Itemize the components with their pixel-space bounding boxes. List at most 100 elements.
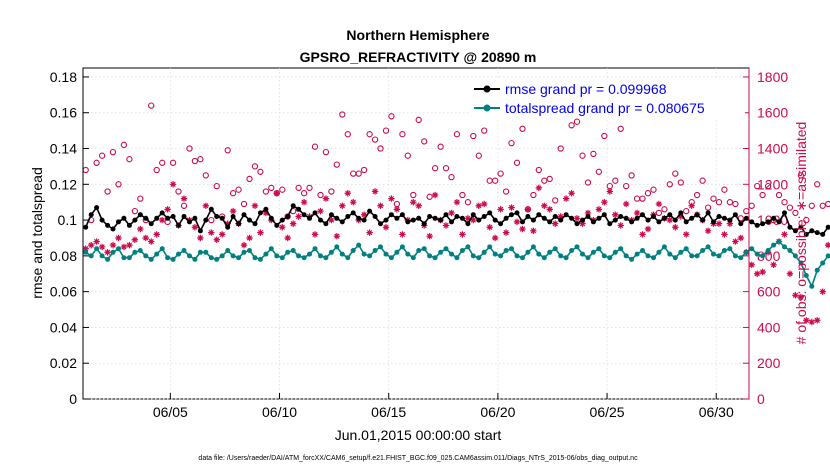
totalspread-point	[459, 248, 465, 253]
rmse-point	[94, 205, 100, 211]
totalspread-point	[711, 251, 716, 257]
totalspread-point	[176, 251, 181, 257]
rmse-point	[345, 214, 351, 219]
obs-possible-point	[311, 143, 319, 150]
rmse-point	[236, 221, 242, 227]
obs-possible-point	[546, 175, 553, 183]
rmse-point	[203, 217, 209, 223]
obs-assimilated-point	[164, 206, 171, 213]
totalspread-point	[334, 244, 340, 250]
obs-assimilated-point	[93, 238, 100, 245]
rmse-point	[492, 217, 498, 223]
rmse-point	[754, 222, 760, 228]
rmse-point	[814, 230, 820, 236]
totalspread-point	[187, 253, 192, 259]
rmse-point	[547, 219, 553, 225]
obs-possible-point	[115, 181, 122, 188]
obs-assimilated-point	[753, 270, 761, 277]
left-axis-ticks: 0 0.02 0.04 0.06 0.08 0.1 0.12 0.14 0.16 0.18	[50, 69, 89, 407]
rmse-point	[623, 215, 629, 221]
obs-assimilated-point	[191, 224, 199, 231]
obs-assimilated-point	[197, 234, 204, 242]
rmse-point	[787, 224, 793, 230]
obs-assimilated-point	[246, 234, 253, 242]
rmse-point	[798, 224, 804, 230]
rmse-point	[825, 224, 830, 230]
obs-possible-point	[317, 191, 324, 199]
obs-assimilated-point	[475, 202, 482, 209]
obs-possible-point	[732, 200, 739, 208]
obs-assimilated-point	[770, 261, 777, 269]
rmse-point	[596, 215, 602, 221]
rmse-point	[481, 214, 487, 219]
totalspread-point	[236, 255, 242, 261]
obs-assimilated-point	[644, 225, 652, 233]
totalspread-point	[683, 246, 689, 252]
obs-possible-point	[431, 165, 439, 172]
obs-possible-point	[104, 188, 111, 195]
obs-possible-point	[808, 202, 815, 209]
totalspread-point	[547, 249, 553, 255]
totalspread-point	[410, 255, 416, 261]
obs-possible-point	[557, 145, 564, 152]
rmse-point	[640, 212, 645, 218]
legend-marker-rmse	[483, 85, 491, 93]
obs-possible-point	[229, 190, 237, 197]
obs-possible-point	[754, 182, 761, 190]
obs-assimilated-point	[732, 238, 739, 245]
totalspread-point	[94, 246, 100, 252]
obs-possible-point	[339, 111, 346, 118]
obs-assimilated-point	[120, 243, 128, 251]
totalspread-point	[803, 273, 809, 278]
totalspread-point	[137, 248, 143, 253]
rmse-point	[514, 210, 520, 216]
obs-possible-point	[120, 141, 128, 149]
obs-assimilated-point	[137, 225, 144, 233]
rmse-point	[449, 219, 454, 225]
obs-assimilated-point	[448, 209, 455, 217]
obs-possible-point	[355, 170, 362, 177]
totalspread-point	[629, 256, 635, 262]
obs-assimilated-point	[311, 231, 319, 238]
obs-assimilated-point	[377, 202, 384, 209]
totalspread-point	[825, 253, 830, 259]
obs-assimilated-point	[339, 202, 346, 209]
rmse-point	[541, 215, 547, 221]
rmse-point	[339, 219, 345, 225]
obs-assimilated-point	[622, 200, 630, 208]
rmse-point	[612, 217, 618, 223]
y-axis-left-label: rmse and totalspread	[29, 167, 45, 299]
obs-possible-point	[377, 145, 384, 152]
totalspread-point	[328, 249, 334, 255]
y-right-tick-label: 200	[757, 355, 781, 371]
rmse-point	[296, 206, 302, 212]
rmse-point	[219, 215, 225, 221]
y-right-tick-label: 800	[757, 248, 781, 264]
obs-possible-point	[792, 209, 799, 217]
totalspread-point	[487, 244, 493, 250]
obs-assimilated-point	[759, 268, 766, 276]
totalspread-point	[361, 251, 367, 257]
obs-assimilated-point	[497, 206, 504, 213]
rmse-point	[601, 212, 607, 218]
x-tick-label: 06/30	[699, 404, 734, 420]
rmse-point	[683, 219, 689, 225]
series-obs-possible	[82, 102, 830, 226]
obs-assimilated-point	[158, 216, 166, 224]
totalspread-point	[83, 249, 89, 255]
rmse-point	[672, 217, 678, 223]
totalspread-point	[165, 255, 171, 261]
x-tick-label: 06/15	[371, 404, 406, 420]
totalspread-point	[405, 251, 411, 257]
obs-assimilated-point	[612, 211, 619, 218]
obs-possible-point	[481, 127, 488, 134]
rmse-point	[192, 215, 198, 221]
totalspread-point	[143, 253, 149, 259]
obs-possible-point	[699, 177, 706, 184]
obs-possible-point	[169, 159, 177, 166]
rmse-point	[399, 212, 405, 218]
obs-possible-point	[781, 199, 788, 206]
rmse-point	[214, 214, 220, 219]
y-left-tick-label: 0.02	[50, 355, 77, 371]
rmse-point	[569, 215, 575, 221]
